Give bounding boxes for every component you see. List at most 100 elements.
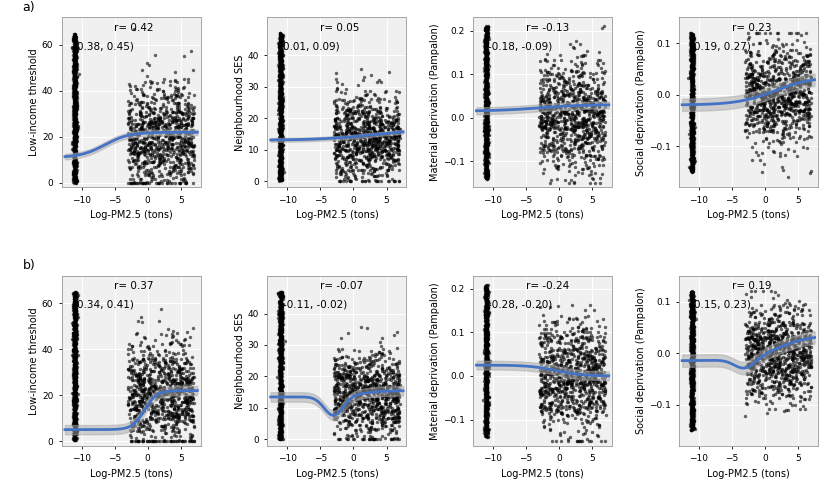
Point bbox=[686, 419, 700, 427]
Point bbox=[769, 311, 782, 319]
Point bbox=[480, 71, 493, 79]
Point bbox=[368, 172, 381, 180]
Y-axis label: Material deprivation (Pampalon): Material deprivation (Pampalon) bbox=[430, 282, 440, 440]
Point bbox=[764, 345, 777, 353]
Point bbox=[763, 69, 776, 77]
Point bbox=[550, 102, 563, 110]
Point bbox=[71, 126, 84, 134]
Point bbox=[480, 307, 493, 315]
Point bbox=[155, 117, 168, 124]
Point bbox=[275, 53, 289, 61]
Point bbox=[348, 368, 361, 375]
Point bbox=[274, 56, 287, 64]
Point bbox=[275, 319, 288, 327]
Point bbox=[275, 34, 288, 42]
Point bbox=[137, 418, 150, 426]
Point bbox=[275, 146, 288, 154]
Point bbox=[552, 405, 565, 413]
Point bbox=[479, 51, 492, 59]
Point bbox=[156, 387, 169, 395]
Point bbox=[361, 120, 374, 128]
Point bbox=[481, 332, 494, 340]
Point bbox=[135, 116, 148, 124]
Point bbox=[574, 348, 587, 356]
Point bbox=[67, 363, 81, 371]
Point bbox=[786, 119, 799, 127]
Point bbox=[562, 358, 575, 366]
Point bbox=[273, 379, 286, 387]
Point bbox=[390, 122, 404, 130]
Point bbox=[372, 355, 386, 363]
Point bbox=[789, 120, 802, 128]
Point bbox=[69, 137, 82, 145]
Point bbox=[482, 362, 495, 370]
Point bbox=[596, 380, 609, 388]
Point bbox=[686, 47, 699, 55]
Point bbox=[685, 70, 698, 78]
Point bbox=[480, 138, 493, 146]
Point bbox=[273, 44, 286, 52]
Point bbox=[364, 155, 377, 163]
Point bbox=[481, 42, 494, 50]
Point bbox=[686, 321, 699, 329]
Point bbox=[68, 392, 81, 400]
Point bbox=[480, 109, 493, 117]
Point bbox=[172, 428, 185, 436]
Point bbox=[481, 316, 494, 324]
Point bbox=[764, 366, 777, 374]
Point bbox=[67, 383, 81, 391]
Point bbox=[275, 382, 288, 390]
Point bbox=[182, 386, 196, 394]
Point bbox=[482, 341, 495, 349]
Point bbox=[765, 350, 778, 358]
Point bbox=[759, 104, 772, 112]
Point bbox=[273, 42, 286, 50]
Point bbox=[686, 125, 700, 133]
Point bbox=[792, 80, 805, 88]
Point bbox=[363, 118, 376, 125]
Point bbox=[156, 397, 169, 405]
Point bbox=[479, 416, 492, 424]
Point bbox=[152, 141, 165, 149]
Point bbox=[67, 334, 81, 342]
Point bbox=[70, 367, 83, 374]
Point bbox=[579, 122, 592, 130]
Point bbox=[540, 50, 553, 58]
Point bbox=[787, 74, 800, 82]
Point bbox=[778, 81, 791, 89]
Point bbox=[337, 390, 350, 398]
Point bbox=[66, 138, 79, 146]
Point bbox=[597, 346, 610, 354]
Point bbox=[555, 398, 568, 406]
Point bbox=[67, 397, 81, 405]
Point bbox=[684, 397, 697, 405]
Point bbox=[332, 163, 345, 171]
Point bbox=[580, 84, 593, 92]
Point bbox=[164, 339, 177, 347]
Point bbox=[767, 103, 780, 111]
Point bbox=[589, 362, 602, 370]
Point bbox=[68, 425, 81, 433]
Point bbox=[794, 106, 807, 114]
Point bbox=[275, 380, 288, 388]
Point bbox=[68, 290, 81, 298]
Point bbox=[165, 136, 178, 144]
Point bbox=[686, 365, 699, 373]
Point bbox=[479, 327, 492, 335]
Point bbox=[392, 409, 405, 417]
Point bbox=[480, 138, 493, 146]
Point bbox=[155, 330, 168, 338]
Point bbox=[765, 327, 778, 335]
Point bbox=[276, 32, 289, 40]
Point bbox=[70, 329, 83, 337]
Point bbox=[686, 376, 700, 384]
Point bbox=[172, 120, 185, 128]
Point bbox=[557, 114, 570, 122]
Point bbox=[685, 404, 698, 412]
Point bbox=[67, 346, 80, 354]
Point bbox=[686, 112, 699, 120]
Point bbox=[67, 305, 81, 313]
Point bbox=[750, 351, 764, 359]
Point bbox=[686, 89, 699, 97]
Point bbox=[481, 316, 494, 324]
